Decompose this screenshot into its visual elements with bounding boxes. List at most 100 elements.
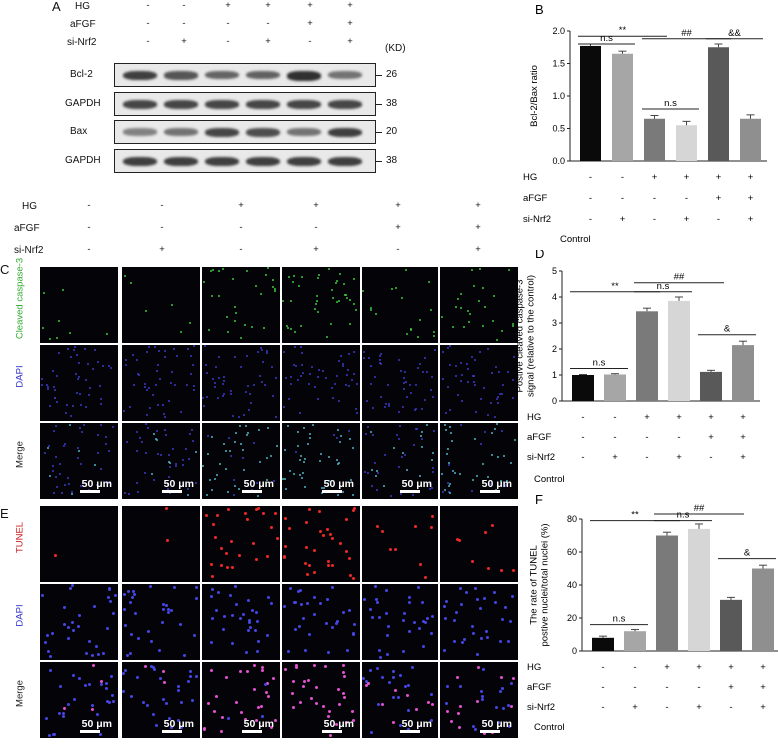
cell-dot bbox=[123, 410, 126, 413]
condition-sign: + bbox=[684, 214, 690, 225]
cell-dot bbox=[353, 372, 356, 375]
cell-dot bbox=[266, 350, 269, 353]
cell-dot bbox=[48, 669, 52, 673]
cell-dot bbox=[384, 611, 388, 615]
cell-dot bbox=[326, 335, 329, 338]
cell-dot bbox=[132, 590, 136, 594]
cell-dot bbox=[167, 488, 170, 491]
cell-dot bbox=[70, 414, 73, 417]
cell-dot bbox=[187, 457, 190, 460]
cell-dot bbox=[54, 455, 57, 458]
cell-dot bbox=[246, 355, 249, 358]
cell-dot bbox=[507, 371, 510, 374]
cell-dot bbox=[463, 638, 467, 641]
cell-dot bbox=[296, 444, 299, 447]
scale-bar-label: 50 μm bbox=[163, 718, 194, 730]
cell-dot bbox=[255, 719, 259, 723]
cell-dot bbox=[96, 451, 99, 454]
cell-dot bbox=[234, 305, 237, 308]
cell-dot bbox=[288, 469, 291, 472]
y-axis-label: Postive cleaved caspase-3 signal (relativ… bbox=[515, 275, 537, 397]
significance-label: n.s bbox=[600, 33, 613, 44]
bar bbox=[580, 45, 601, 162]
blot-band bbox=[287, 157, 321, 167]
cell-dot bbox=[189, 322, 192, 324]
cell-dot bbox=[492, 319, 495, 322]
cell-dot bbox=[430, 719, 434, 723]
cell-dot bbox=[314, 685, 318, 689]
chart-panel-label: F bbox=[535, 492, 543, 507]
cell-dot bbox=[482, 597, 486, 601]
chart-b: B 0.0 0.5 1.0 1.5 2.0 Bcl-2/Bax ratio ** n.s n.s #… bbox=[523, 2, 767, 245]
cell-dot bbox=[388, 402, 391, 405]
condition-sign: - bbox=[87, 200, 91, 211]
blot-band bbox=[164, 128, 198, 136]
cell-dot bbox=[459, 685, 463, 689]
cell-dot bbox=[193, 345, 196, 348]
cell-dot bbox=[158, 677, 162, 681]
cell-dot bbox=[376, 702, 380, 706]
cell-dot bbox=[156, 403, 159, 406]
condition-sign: + bbox=[708, 412, 714, 423]
cell-dot bbox=[109, 600, 113, 604]
cell-dot bbox=[182, 654, 186, 658]
bar bbox=[732, 345, 754, 401]
cell-dot bbox=[406, 396, 409, 399]
cell-dot bbox=[212, 523, 216, 527]
cell-dot bbox=[175, 354, 178, 357]
scale-bar-label: 50 μm bbox=[243, 718, 274, 730]
scale-bar bbox=[400, 490, 420, 493]
cell-dot bbox=[471, 724, 475, 728]
cell-dot bbox=[300, 602, 304, 606]
condition-sign: + bbox=[716, 193, 722, 204]
cell-dot bbox=[141, 701, 145, 705]
cell-dot bbox=[233, 479, 236, 482]
condition-sign: + bbox=[652, 172, 658, 183]
cell-dot bbox=[222, 393, 225, 396]
cell-dot bbox=[253, 442, 256, 445]
cell-dot bbox=[333, 433, 336, 436]
cell-dot bbox=[256, 706, 260, 710]
cell-dot bbox=[65, 403, 68, 406]
cell-dot bbox=[451, 325, 454, 328]
cell-dot bbox=[275, 536, 279, 540]
significance-label: ** bbox=[619, 25, 627, 36]
cell-dot bbox=[388, 405, 391, 408]
cell-dot bbox=[260, 668, 264, 672]
cell-dot bbox=[460, 603, 464, 607]
cell-dot bbox=[125, 653, 129, 657]
cell-dot bbox=[44, 716, 48, 720]
cell-dot bbox=[447, 484, 450, 487]
cell-dot bbox=[308, 564, 312, 567]
cell-dot bbox=[215, 474, 218, 477]
cell-dot bbox=[48, 338, 51, 341]
cell-dot bbox=[491, 453, 494, 456]
cell-dot bbox=[298, 624, 302, 628]
cell-dot bbox=[158, 349, 161, 352]
scale-bar bbox=[322, 730, 342, 733]
cell-dot bbox=[370, 730, 374, 734]
cell-dot bbox=[164, 433, 167, 436]
y-tick-label: 5 bbox=[552, 266, 557, 276]
cell-dot bbox=[129, 695, 133, 699]
cell-dot bbox=[217, 377, 220, 380]
cell-dot bbox=[440, 316, 443, 319]
cell-dot bbox=[128, 601, 132, 605]
bar bbox=[612, 53, 633, 161]
scale-bar-label: 50 μm bbox=[81, 718, 112, 730]
cell-dot bbox=[234, 356, 237, 359]
y-tick-label: 3 bbox=[552, 318, 557, 328]
cell-dot bbox=[336, 494, 339, 497]
cell-dot bbox=[77, 377, 80, 380]
cell-dot bbox=[331, 296, 334, 299]
cell-dot bbox=[246, 670, 250, 674]
cell-dot bbox=[162, 698, 166, 702]
cell-dot bbox=[446, 452, 449, 455]
cell-dot bbox=[53, 386, 56, 389]
bar bbox=[656, 535, 678, 651]
cell-dot bbox=[100, 682, 104, 686]
cell-dot bbox=[420, 601, 424, 605]
cell-dot bbox=[364, 432, 367, 435]
micrograph-cell: 50 μm bbox=[40, 662, 118, 738]
micrograph-cell bbox=[40, 506, 118, 582]
